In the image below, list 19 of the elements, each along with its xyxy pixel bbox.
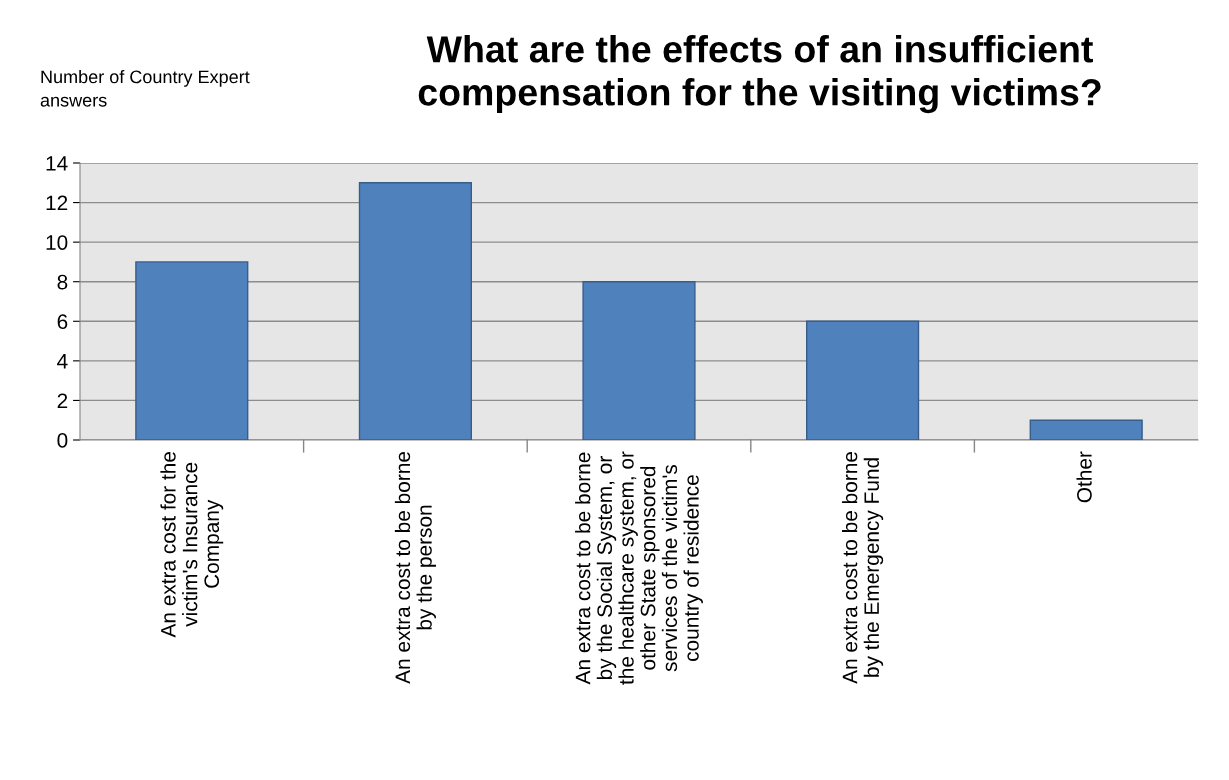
y-tick-label: 12 (46, 195, 68, 211)
x-tick-label: An extra cost for the victim's Insurance Company (160, 452, 224, 638)
y-axis-title: Number of Country Expert answers (40, 70, 250, 107)
y-tick-label: 8 (57, 274, 68, 290)
bar (582, 281, 696, 440)
y-tick-label: 14 (46, 156, 68, 171)
bar (806, 320, 920, 440)
bar (358, 182, 472, 440)
bar (1029, 419, 1143, 440)
y-tick-label: 2 (57, 393, 68, 408)
x-tick-label: An extra cost to be borne by the person (394, 452, 436, 684)
chart-title: What are the effects of an insufficient compensation for the visiting victims? (418, 35, 1101, 114)
bar (135, 261, 249, 440)
y-tick-label: 0 (57, 433, 68, 448)
x-tick-label: An extra cost to be borne by the Social System, or the healthcare system, or other State sponsored services of the victim's country of residence (575, 451, 703, 685)
y-tick-label: 4 (57, 354, 68, 369)
x-tick-label: Other (1076, 451, 1092, 503)
y-tick-label: 6 (57, 314, 68, 330)
y-tick-label: 10 (46, 235, 68, 250)
